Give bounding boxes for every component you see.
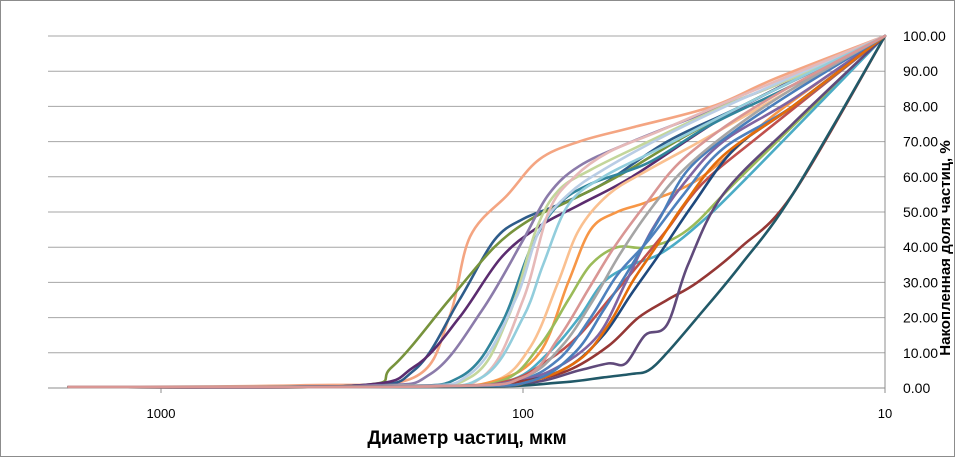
x-tick-label: 100 [512, 406, 534, 421]
y-tick-label: 60.00 [903, 169, 938, 185]
y-tick-label: 20.00 [903, 310, 938, 326]
x-tick-labels: 1000 100 10 [147, 406, 893, 421]
y-tick-label: 70.00 [903, 134, 938, 150]
y-tick-label: 10.00 [903, 345, 938, 361]
y-tick-label: 40.00 [903, 239, 938, 255]
y-tick-label: 80.00 [903, 98, 938, 114]
x-tick-label: 10 [878, 406, 892, 421]
y-tick-labels: 0.00 10.00 20.00 30.00 40.00 50.00 60.00 70.00 8… [903, 28, 946, 396]
x-tick-label: 1000 [147, 406, 176, 421]
series-layer [67, 34, 887, 389]
y-tick-label: 90.00 [903, 63, 938, 79]
y-tick-label: 50.00 [903, 204, 938, 220]
y-axis-label: Накопленная доля частиц, % [937, 140, 954, 355]
x-axis-label: Диаметр частиц, мкм [367, 428, 566, 449]
series-line-25 [67, 34, 887, 389]
grid-lines [48, 35, 886, 393]
y-tick-label: 100.00 [903, 28, 946, 44]
y-tick-label: 30.00 [903, 274, 938, 290]
y-tick-label: 0.00 [903, 380, 930, 396]
